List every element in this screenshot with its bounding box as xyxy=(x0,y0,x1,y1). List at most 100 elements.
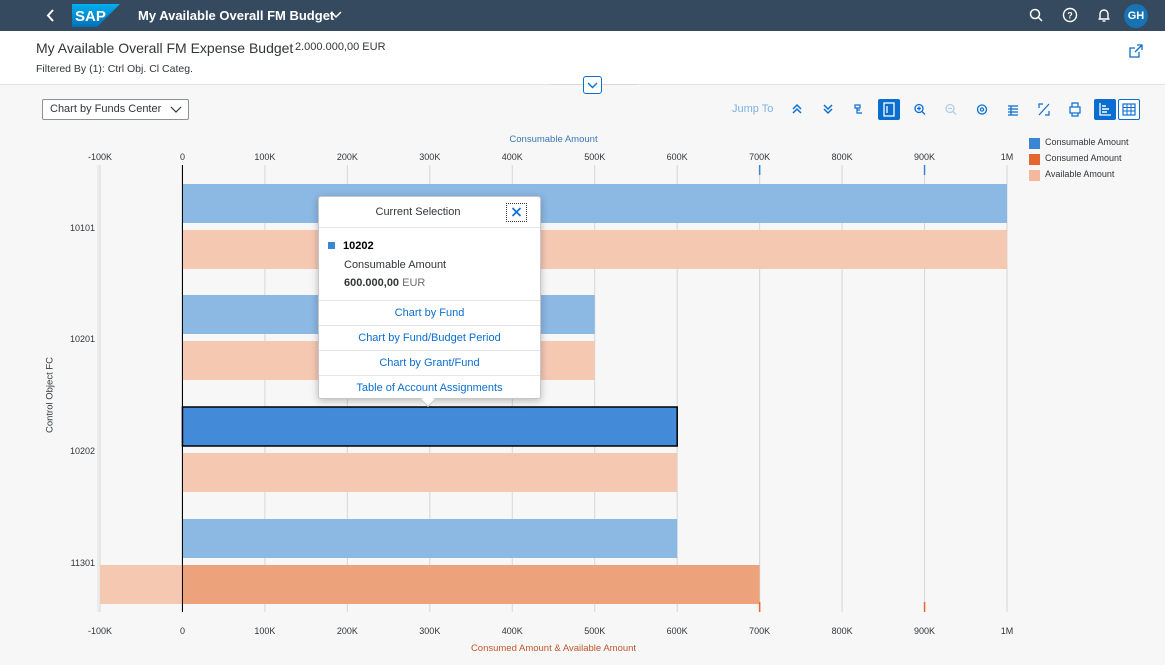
table-view-button[interactable] xyxy=(1002,99,1024,120)
legend-swatch xyxy=(1029,154,1040,165)
bar-available xyxy=(182,453,678,492)
app-title[interactable]: My Available Overall FM Budget xyxy=(138,8,335,23)
back-button[interactable] xyxy=(40,0,62,31)
top-tick-label: 800K xyxy=(832,152,853,162)
page-title: My Available Overall FM Expense Budget xyxy=(36,40,294,56)
svg-text:SAP: SAP xyxy=(75,8,106,25)
zoom-out-button[interactable] xyxy=(940,99,962,120)
top-tick-label: 200K xyxy=(337,152,358,162)
user-avatar[interactable]: GH xyxy=(1124,4,1148,28)
series-marker xyxy=(328,242,335,249)
bottom-tick-label: -100K xyxy=(88,626,112,636)
grid-view-button[interactable] xyxy=(1118,99,1140,120)
settings-button[interactable] xyxy=(971,99,993,120)
top-tick-label: 900K xyxy=(914,152,935,162)
zoom-in-button[interactable] xyxy=(909,99,931,120)
view-select[interactable]: Chart by Funds Center xyxy=(42,99,189,120)
selected-value: 600.000,00 EUR xyxy=(344,277,425,289)
top-tick-label: 600K xyxy=(667,152,688,162)
fullscreen-button[interactable] xyxy=(1033,99,1055,120)
drill-down-icon xyxy=(823,104,833,115)
y-axis-title: Control Object FC xyxy=(44,356,56,434)
search-icon[interactable] xyxy=(1026,5,1046,25)
header-divider-left xyxy=(548,84,583,85)
bell-icon[interactable] xyxy=(1094,5,1114,25)
popover-close-button[interactable] xyxy=(506,203,527,222)
grid-icon xyxy=(1122,103,1136,116)
chevron-down-icon xyxy=(170,106,182,113)
category-label: 10201 xyxy=(70,334,95,344)
top-tick-label: 400K xyxy=(502,152,523,162)
selected-value-number: 600.000,00 xyxy=(344,277,400,289)
fullscreen-icon xyxy=(1038,103,1050,116)
bottom-tick-label: 500K xyxy=(584,626,605,636)
shell-bar: SAP My Available Overall FM Budget ? GH xyxy=(0,0,1165,31)
link-chart-by-fund-budget-period[interactable]: Chart by Fund/Budget Period xyxy=(319,325,540,350)
drill-up-button[interactable] xyxy=(786,99,808,120)
bottom-tick-label: 1M xyxy=(1001,626,1014,636)
legend-label: Consumed Amount xyxy=(1045,153,1122,163)
drill-down-button[interactable] xyxy=(817,99,839,120)
bar-available xyxy=(100,565,183,604)
top-axis-title: Consumable Amount xyxy=(509,134,598,145)
legend-swatch xyxy=(1029,138,1040,149)
bottom-tick-label: 600K xyxy=(667,626,688,636)
hierarchy-icon xyxy=(854,104,862,114)
top-tick-label: -100K xyxy=(88,152,112,162)
bottom-tick-label: 200K xyxy=(337,626,358,636)
popover-header: Current Selection xyxy=(319,197,540,228)
top-tick-label: 100K xyxy=(254,152,275,162)
legend-label: Consumable Amount xyxy=(1045,137,1129,147)
print-button[interactable] xyxy=(1064,99,1086,120)
top-tick-label: 0 xyxy=(180,152,185,162)
legend-toggle-button[interactable] xyxy=(878,99,900,120)
bottom-tick-label: 800K xyxy=(832,626,853,636)
drill-up-icon xyxy=(792,103,802,114)
hierarchy-button[interactable] xyxy=(848,99,870,120)
svg-text:?: ? xyxy=(1067,11,1073,21)
filter-text[interactable]: Filtered By (1): Ctrl Obj. Cl Categ. xyxy=(36,63,193,75)
selected-value-unit: EUR xyxy=(402,277,426,289)
help-icon[interactable]: ? xyxy=(1060,5,1080,25)
view-select-value: Chart by Funds Center xyxy=(50,103,162,115)
selected-item-id: 10202 xyxy=(343,240,374,252)
link-chart-by-fund[interactable]: Chart by Fund xyxy=(319,300,540,325)
settings-icon xyxy=(976,104,988,115)
selection-popover: Current Selection 10202 Consumable Amoun… xyxy=(318,196,541,408)
legend-swatch xyxy=(1029,170,1040,181)
budget-amount: 2.000.000,00 EUR xyxy=(295,41,386,53)
link-chart-by-grant-fund[interactable]: Chart by Grant/Fund xyxy=(319,350,540,375)
top-tick-label: 300K xyxy=(419,152,440,162)
popover-title: Current Selection xyxy=(375,206,461,218)
legend-icon xyxy=(883,102,895,117)
bottom-tick-label: 400K xyxy=(502,626,523,636)
bar-available xyxy=(182,230,1008,269)
collapse-header-button[interactable] xyxy=(583,76,602,94)
zoom-in-icon xyxy=(914,103,926,115)
bar-consumable xyxy=(182,184,1008,223)
chevron-left-icon xyxy=(46,9,54,22)
bar-consumed xyxy=(182,565,760,604)
category-label: 10101 xyxy=(70,223,95,233)
header-divider-right xyxy=(602,84,637,85)
top-tick-label: 700K xyxy=(749,152,770,162)
bottom-tick-label: 900K xyxy=(914,626,935,636)
share-icon[interactable] xyxy=(1128,43,1144,59)
jump-to-button[interactable]: Jump To xyxy=(732,103,774,115)
chart-view-button[interactable] xyxy=(1094,99,1116,120)
bar-consumable xyxy=(181,406,678,447)
table-icon xyxy=(1008,105,1018,116)
top-tick-label: 500K xyxy=(584,152,605,162)
chevron-down-icon[interactable] xyxy=(330,10,342,20)
sap-logo[interactable]: SAP xyxy=(72,4,120,27)
print-icon xyxy=(1069,102,1081,117)
chevron-down-icon xyxy=(587,82,598,89)
page-header: My Available Overall FM Expense Budget 2… xyxy=(0,31,1165,85)
bar-consumable xyxy=(182,519,678,558)
top-tick-label: 1M xyxy=(1001,152,1014,162)
bottom-tick-label: 300K xyxy=(419,626,440,636)
bottom-tick-label: 0 xyxy=(180,626,185,636)
link-table-of-account-assignments[interactable]: Table of Account Assignments xyxy=(319,375,540,400)
close-icon xyxy=(511,207,522,217)
